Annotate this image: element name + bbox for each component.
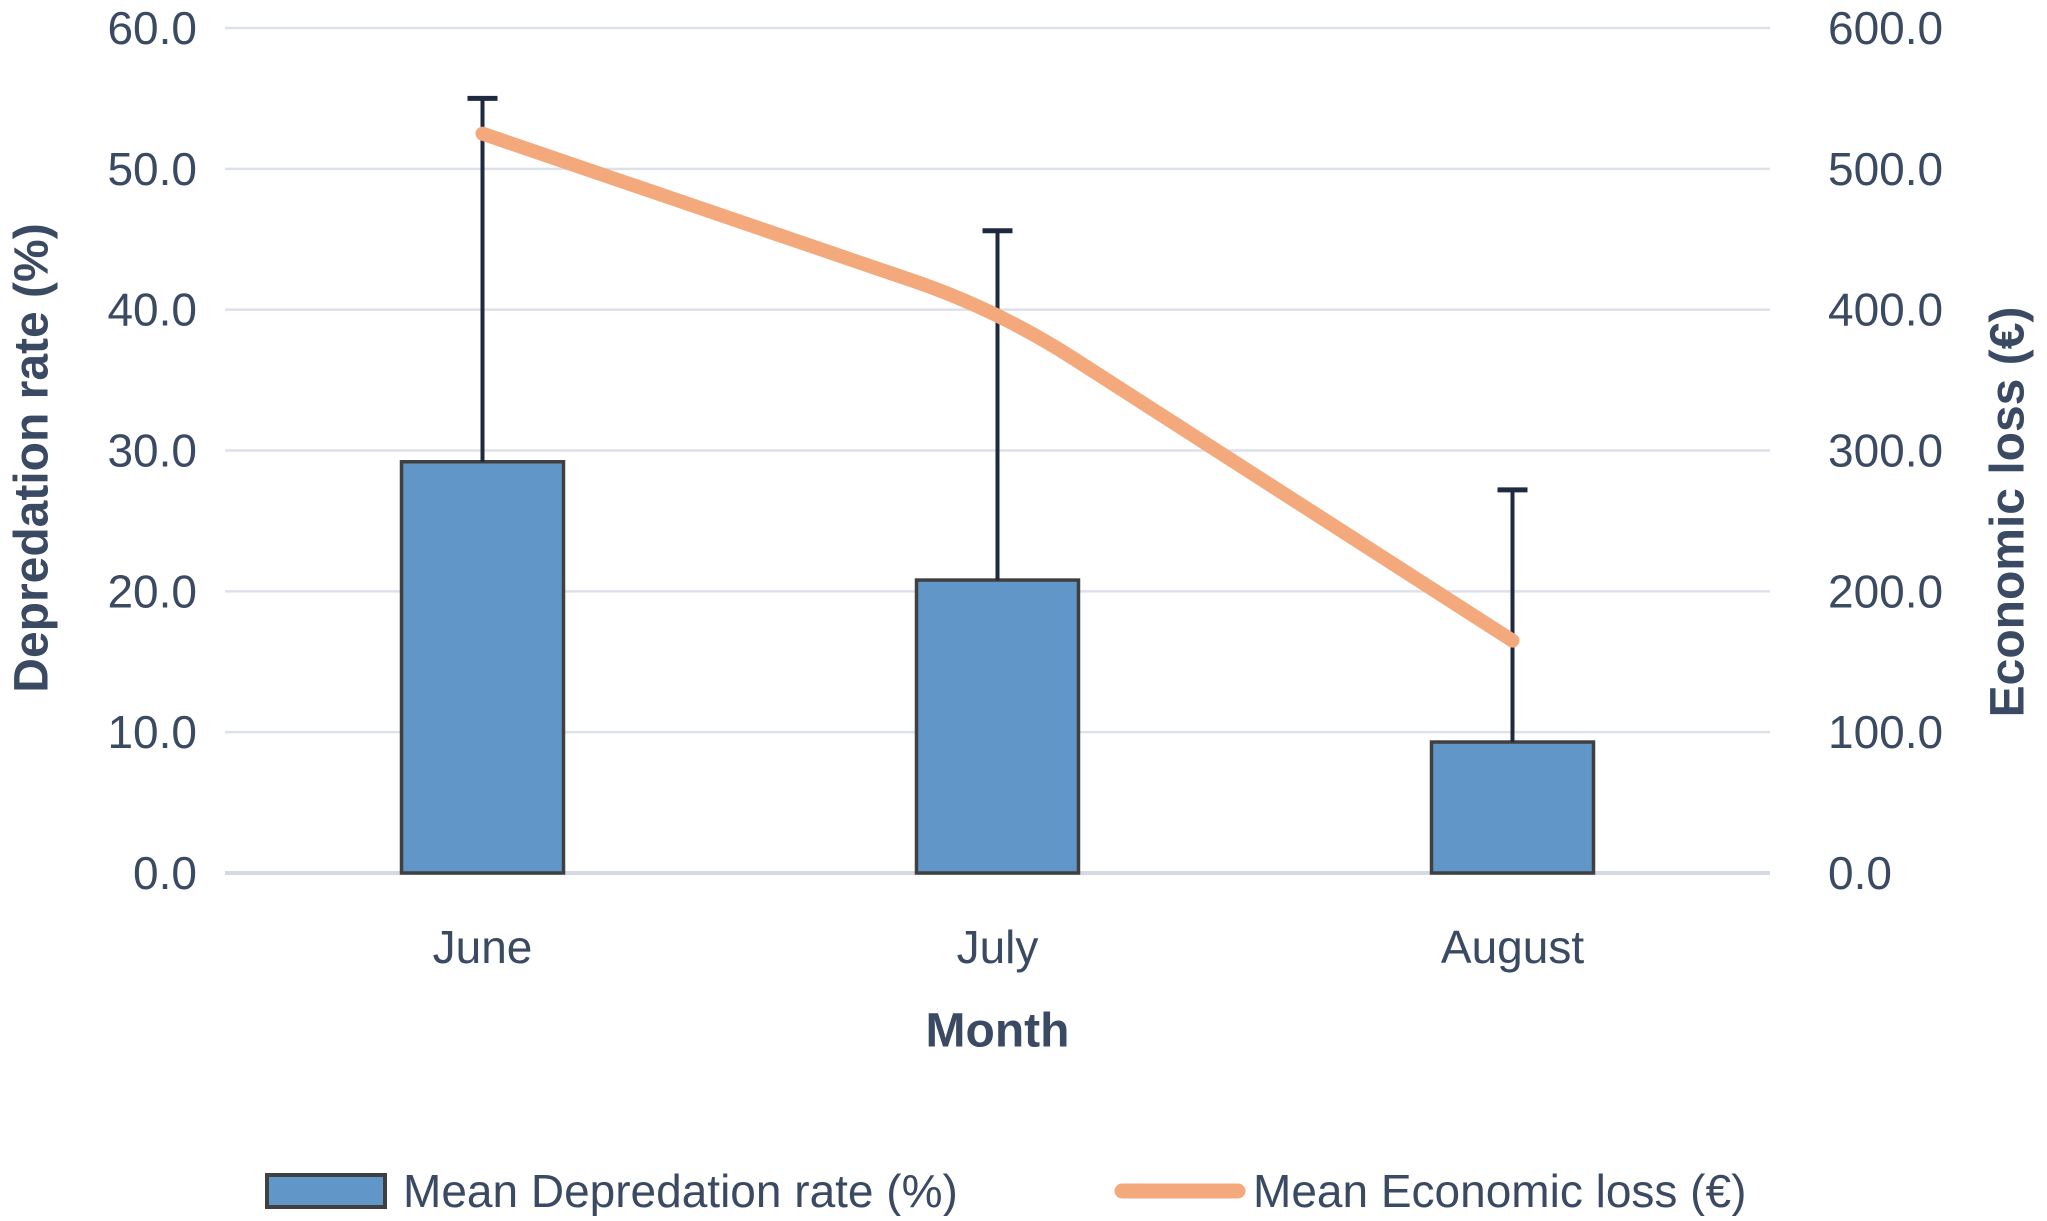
legend-label: Mean Economic loss (€) — [1253, 1165, 1746, 1216]
right-axis-tick-label: 100.0 — [1828, 706, 1943, 758]
depredation-bar — [1429, 740, 1596, 875]
right-axis-tick-label: 600.0 — [1828, 2, 1943, 54]
left-axis-tick-label: 60.0 — [107, 2, 197, 54]
left-axis-tick-label: 0.0 — [133, 847, 197, 899]
left-axis-title: Depredation rate (%) — [6, 223, 59, 692]
depredation-bar — [399, 460, 566, 875]
left-axis-tick-label: 10.0 — [107, 706, 197, 758]
x-axis-title: Month — [926, 1005, 1070, 1058]
x-axis-tick-label: July — [957, 921, 1039, 973]
right-axis-title: Economic loss (€) — [1982, 307, 2035, 718]
legend-bar-swatch — [265, 1173, 387, 1209]
depredation-bar — [914, 578, 1081, 875]
x-axis-tick-label: June — [433, 921, 533, 973]
right-axis-tick-label: 300.0 — [1828, 425, 1943, 477]
legend-label: Mean Depredation rate (%) — [403, 1165, 958, 1216]
left-axis-tick-label: 40.0 — [107, 284, 197, 336]
x-axis-tick-label: August — [1441, 921, 1584, 973]
right-axis-tick-label: 400.0 — [1828, 284, 1943, 336]
economic-loss-line — [475, 126, 1520, 648]
right-axis-tick-label: 0.0 — [1828, 847, 1892, 899]
left-axis-tick-label: 50.0 — [107, 143, 197, 195]
left-axis-tick-label: 20.0 — [107, 565, 197, 617]
right-axis-tick-label: 200.0 — [1828, 565, 1943, 617]
left-axis-tick-label: 30.0 — [107, 425, 197, 477]
right-axis-tick-label: 500.0 — [1828, 143, 1943, 195]
